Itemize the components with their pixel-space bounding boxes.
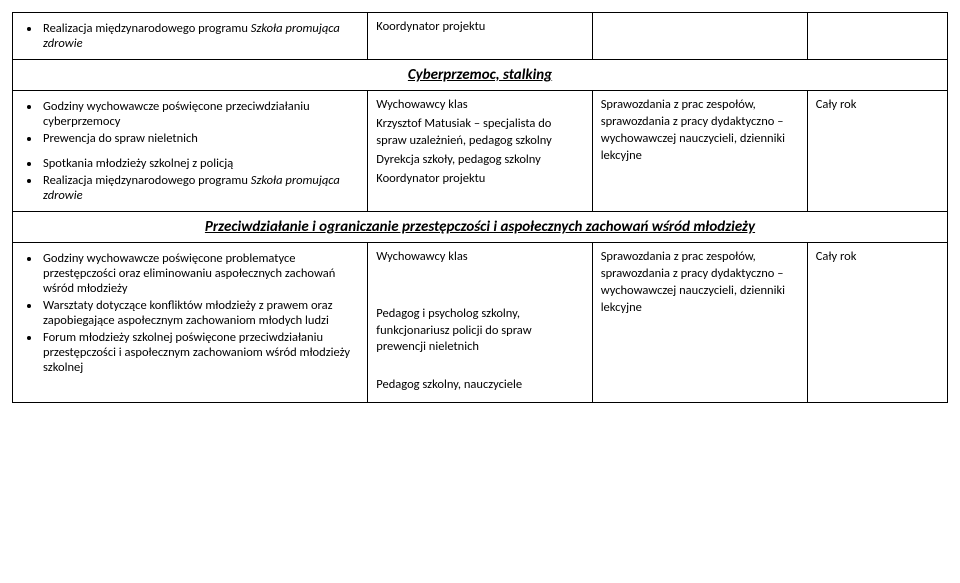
table-row: Godziny wychowawcze poświęcone problemat… — [13, 243, 948, 403]
actions-cell: Godziny wychowawcze poświęcone przeciwdz… — [13, 91, 368, 212]
section-title: Przeciwdziałanie i ograniczanie przestęp… — [205, 218, 755, 236]
table-row: Godziny wychowawcze poświęcone przeciwdz… — [13, 91, 948, 212]
responsible-cell: Wychowawcy klas Pedagog i psycholog szko… — [368, 243, 592, 403]
list-item: Realizacja międzynarodowego programu Szk… — [41, 21, 359, 51]
list-item: Godziny wychowawcze poświęcone przeciwdz… — [41, 99, 359, 129]
list-item: Realizacja międzynarodowego programu Szk… — [41, 173, 359, 203]
cell-line: Sprawozdania z prac zespołów, sprawozdan… — [601, 97, 799, 165]
section-title: Cyberprzemoc, stalking — [408, 66, 552, 84]
cell-line: Krzysztof Matusiak – specjalista do spra… — [376, 116, 583, 150]
term-cell: Cały rok — [807, 243, 947, 403]
cell-line: Pedagog i psycholog szkolny, funkcjonari… — [376, 306, 583, 357]
section-row: Cyberprzemoc, stalking — [13, 60, 948, 91]
cell-line: Koordynator projektu — [376, 19, 583, 36]
term-cell — [807, 13, 947, 60]
table-row: Realizacja międzynarodowego programu Szk… — [13, 13, 948, 60]
actions-cell: Realizacja międzynarodowego programu Szk… — [13, 13, 368, 60]
list-item: Forum młodzieży szkolnej poświęcone prze… — [41, 330, 359, 375]
bullet-list: Godziny wychowawcze poświęcone problemat… — [21, 251, 359, 375]
list-item: Prewencja do spraw nieletnich — [41, 131, 359, 154]
list-item: Godziny wychowawcze poświęcone problemat… — [41, 251, 359, 296]
cell-line: Pedagog szkolny, nauczyciele — [376, 377, 583, 394]
responsible-cell: Koordynator projektu — [368, 13, 592, 60]
item-text: Realizacja międzynarodowego programu — [43, 173, 248, 188]
actions-cell: Godziny wychowawcze poświęcone problemat… — [13, 243, 368, 403]
section-row: Przeciwdziałanie i ograniczanie przestęp… — [13, 212, 948, 243]
evidence-cell — [592, 13, 807, 60]
cell-line: Wychowawcy klas — [376, 97, 583, 114]
cell-line: Wychowawcy klas — [376, 249, 583, 266]
evidence-cell: Sprawozdania z prac zespołów, sprawozdan… — [592, 91, 807, 212]
list-item: Warsztaty dotyczące konfliktów młodzieży… — [41, 298, 359, 328]
cell-line: Sprawozdania z prac zespołów, sprawozdan… — [601, 249, 799, 317]
cell-line: Cały rok — [816, 97, 939, 112]
cell-line: Cały rok — [816, 249, 939, 264]
item-text: Realizacja międzynarodowego programu — [43, 21, 248, 36]
document-table: Realizacja międzynarodowego programu Szk… — [12, 12, 948, 403]
evidence-cell: Sprawozdania z prac zespołów, sprawozdan… — [592, 243, 807, 403]
bullet-list: Realizacja międzynarodowego programu Szk… — [21, 21, 359, 51]
bullet-list: Godziny wychowawcze poświęcone przeciwdz… — [21, 99, 359, 203]
term-cell: Cały rok — [807, 91, 947, 212]
section-header: Cyberprzemoc, stalking — [13, 60, 948, 91]
cell-line: Dyrekcja szkoły, pedagog szkolny — [376, 152, 583, 169]
responsible-cell: Wychowawcy klas Krzysztof Matusiak – spe… — [368, 91, 592, 212]
cell-line: Koordynator projektu — [376, 171, 583, 188]
list-item: Spotkania młodzieży szkolnej z policją — [41, 156, 359, 171]
section-header: Przeciwdziałanie i ograniczanie przestęp… — [13, 212, 948, 243]
